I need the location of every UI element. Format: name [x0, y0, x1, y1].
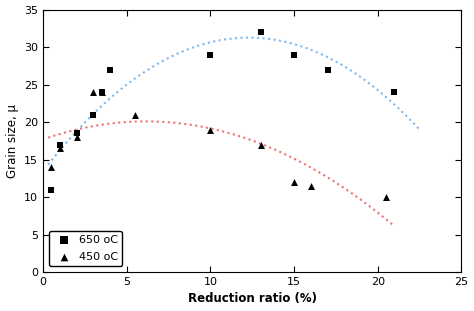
650 oC: [56, 142, 64, 147]
650 oC: [73, 131, 81, 136]
450 oC: [48, 165, 55, 169]
450 oC: [307, 183, 315, 188]
450 oC: [56, 146, 64, 151]
650 oC: [391, 90, 398, 95]
450 oC: [257, 142, 264, 147]
650 oC: [207, 52, 214, 57]
450 oC: [73, 135, 81, 140]
450 oC: [90, 90, 97, 95]
650 oC: [106, 67, 114, 72]
X-axis label: Reduction ratio (%): Reduction ratio (%): [188, 292, 317, 305]
450 oC: [207, 127, 214, 132]
650 oC: [98, 90, 105, 95]
650 oC: [257, 30, 264, 35]
Legend: 650 oC, 450 oC: 650 oC, 450 oC: [49, 231, 122, 267]
650 oC: [290, 52, 298, 57]
650 oC: [324, 67, 331, 72]
Y-axis label: Grain size, μ: Grain size, μ: [6, 104, 18, 178]
450 oC: [131, 112, 139, 117]
450 oC: [290, 179, 298, 184]
650 oC: [90, 112, 97, 117]
450 oC: [98, 90, 105, 95]
650 oC: [48, 187, 55, 192]
450 oC: [383, 195, 390, 200]
